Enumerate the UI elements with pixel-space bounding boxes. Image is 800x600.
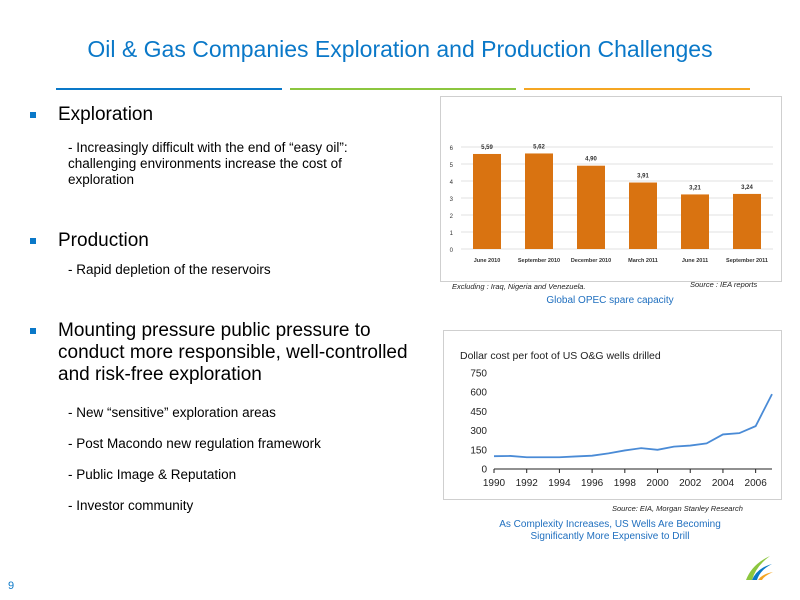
opec-xtick-label: September 2011 xyxy=(726,258,768,264)
wells-xtick-label: 2004 xyxy=(712,478,735,489)
wells-caption-1: As Complexity Increases, US Wells Are Be… xyxy=(499,519,721,530)
bullet-heading: Exploration xyxy=(58,104,154,125)
title-rule-orange xyxy=(524,88,750,90)
opec-ytick-label: 3 xyxy=(450,197,454,203)
title-rule-blue xyxy=(56,88,282,90)
company-logo xyxy=(742,552,774,582)
wells-ytick-label: 600 xyxy=(470,388,487,399)
bullet-square-icon xyxy=(30,328,36,334)
wells-caption-2: Significantly More Expensive to Drill xyxy=(530,531,690,542)
opec-bar xyxy=(733,193,761,249)
bullet-sub: - Investor community xyxy=(68,498,194,513)
bullet-sub: - Increasingly difficult with the end of… xyxy=(68,140,348,187)
wells-xtick-label: 2006 xyxy=(745,478,768,489)
opec-value-label: 3,21 xyxy=(689,185,701,191)
opec-ytick-label: 0 xyxy=(450,248,454,254)
bullet-sub: - New “sensitive” exploration areas xyxy=(68,405,276,420)
opec-xtick-label: June 2011 xyxy=(682,258,708,264)
opec-bar xyxy=(473,153,501,249)
wells-xtick-label: 1992 xyxy=(516,478,539,489)
wells-series-line xyxy=(493,393,773,459)
bullet-square-icon xyxy=(30,112,36,118)
opec-bar-chart: 0 1 2 3 4 5 6 5,59 June 2010 5,62 September 2010 4,… xyxy=(450,144,773,264)
wells-line-chart: Dollar cost per foot of US O&G wells dri… xyxy=(460,350,773,489)
wells-ytick-label: 450 xyxy=(470,407,487,418)
opec-caption: Global OPEC spare capacity xyxy=(546,295,674,306)
title-rule-green xyxy=(290,88,516,90)
opec-source: Source : IEA reports xyxy=(690,280,758,289)
bullet-sub: - Public Image & Reputation xyxy=(68,467,237,482)
bullet-sub: - Rapid depletion of the reservoirs xyxy=(68,262,271,277)
bullet-square-icon xyxy=(30,238,36,244)
opec-bar xyxy=(629,182,657,249)
opec-value-label: 5,59 xyxy=(481,145,493,151)
opec-value-label: 3,91 xyxy=(637,174,649,180)
opec-value-label: 5,62 xyxy=(533,144,545,150)
opec-bar xyxy=(681,194,709,249)
logo-icon xyxy=(746,556,773,580)
opec-ytick-label: 4 xyxy=(450,180,454,186)
wells-chart-panel: Dollar cost per foot of US O&G wells dri… xyxy=(443,330,782,500)
opec-bar xyxy=(577,165,605,249)
wells-ytick-label: 300 xyxy=(470,426,487,437)
wells-xtick-label: 1998 xyxy=(614,478,637,489)
opec-xtick-label: December 2010 xyxy=(571,258,611,264)
opec-note: Excluding : Iraq, Nigeria and Venezuela. xyxy=(452,282,586,291)
opec-xtick-label: March 2011 xyxy=(628,258,658,264)
slide-number: 9 xyxy=(8,580,15,592)
opec-value-label: 4,90 xyxy=(585,157,597,163)
bullet-heading: Production xyxy=(58,230,149,251)
opec-chart-panel: 0 1 2 3 4 5 6 5,59 June 2010 5,62 September 2010 4,… xyxy=(440,96,782,282)
wells-xtick-label: 1996 xyxy=(581,478,604,489)
opec-ytick-label: 2 xyxy=(450,214,454,220)
opec-value-label: 3,24 xyxy=(741,185,753,191)
wells-chart-title: Dollar cost per foot of US O&G wells dri… xyxy=(460,350,661,362)
bullet-sub: - Post Macondo new regulation framework xyxy=(68,436,321,451)
opec-xtick-label: September 2010 xyxy=(518,258,560,264)
wells-ytick-label: 0 xyxy=(481,465,487,476)
slide-title: Oil & Gas Companies Exploration and Prod… xyxy=(87,36,713,62)
wells-xtick-label: 2000 xyxy=(646,478,669,489)
opec-bar xyxy=(525,153,553,249)
bullet-heading: Mounting pressure public pressure to con… xyxy=(58,320,408,385)
opec-ytick-label: 5 xyxy=(450,163,454,169)
wells-xtick-label: 1994 xyxy=(548,478,571,489)
opec-xtick-label: June 2010 xyxy=(474,258,501,264)
wells-source: Source: EIA, Morgan Stanley Research xyxy=(612,504,743,513)
wells-ytick-label: 150 xyxy=(470,445,487,456)
wells-xtick-label: 2002 xyxy=(679,478,702,489)
wells-ytick-label: 750 xyxy=(470,369,487,380)
opec-ytick-label: 1 xyxy=(450,231,454,237)
opec-ytick-label: 6 xyxy=(450,146,454,152)
wells-xtick-label: 1990 xyxy=(483,478,506,489)
